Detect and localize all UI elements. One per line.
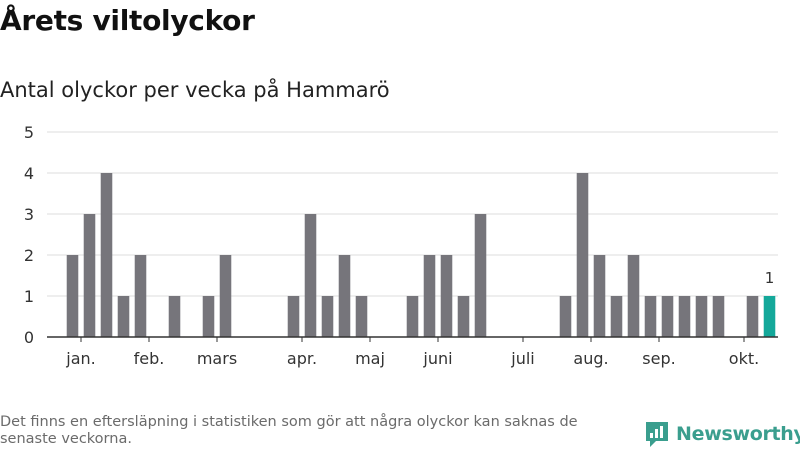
bar — [134, 255, 147, 337]
bar — [83, 214, 96, 337]
bar — [287, 296, 300, 337]
y-tick-label: 5 — [24, 123, 34, 142]
y-tick-label: 0 — [24, 328, 34, 347]
bar — [746, 296, 759, 337]
footnote: Det finns en eftersläpning i statistiken… — [0, 414, 578, 447]
bar — [678, 296, 691, 337]
bar — [644, 296, 657, 337]
bar — [100, 173, 113, 337]
brand-name: Newsworthy — [676, 423, 800, 445]
bar — [168, 296, 181, 337]
y-tick-label: 3 — [24, 205, 34, 224]
bar — [423, 255, 436, 337]
bar — [202, 296, 215, 337]
brand-logo[interactable]: Newsworthy — [644, 419, 800, 449]
bar — [66, 255, 79, 337]
bar — [576, 173, 589, 337]
bar — [321, 296, 334, 337]
bar — [440, 255, 453, 337]
x-tick-label: feb. — [134, 349, 165, 368]
y-tick-label: 1 — [24, 287, 34, 306]
x-tick-label: mars — [197, 349, 237, 368]
x-tick-label: maj — [355, 349, 385, 368]
y-tick-label: 2 — [24, 246, 34, 265]
bar — [610, 296, 623, 337]
x-tick-label: apr. — [287, 349, 317, 368]
x-tick-label: sep. — [642, 349, 675, 368]
bar — [474, 214, 487, 337]
x-tick-label: aug. — [573, 349, 608, 368]
bar — [627, 255, 640, 337]
x-tick-label: jan. — [65, 349, 95, 368]
y-tick-label: 4 — [24, 164, 34, 183]
bar-chart: 0 1 2 3 4 5 1 jan. feb. mars apr. maj juni juli aug. se… — [24, 123, 778, 368]
bar — [355, 296, 368, 337]
bar-highlight — [763, 296, 776, 337]
data-label: 1 — [765, 269, 775, 287]
bar — [219, 255, 232, 337]
bar — [559, 296, 572, 337]
bar — [457, 296, 470, 337]
bar — [117, 296, 130, 337]
bar — [712, 296, 725, 337]
bar — [661, 296, 674, 337]
x-tick-label: juli — [510, 349, 534, 368]
bar — [406, 296, 419, 337]
x-tick-label: okt. — [729, 349, 759, 368]
chart-title: Årets viltolyckor — [0, 4, 255, 37]
bar — [695, 296, 708, 337]
x-tick-label: juni — [422, 349, 452, 368]
bar-chart-logo-icon — [646, 422, 668, 447]
bar — [338, 255, 351, 337]
bar — [593, 255, 606, 337]
chart-subtitle: Antal olyckor per vecka på Hammarö — [0, 78, 390, 102]
bar — [304, 214, 317, 337]
